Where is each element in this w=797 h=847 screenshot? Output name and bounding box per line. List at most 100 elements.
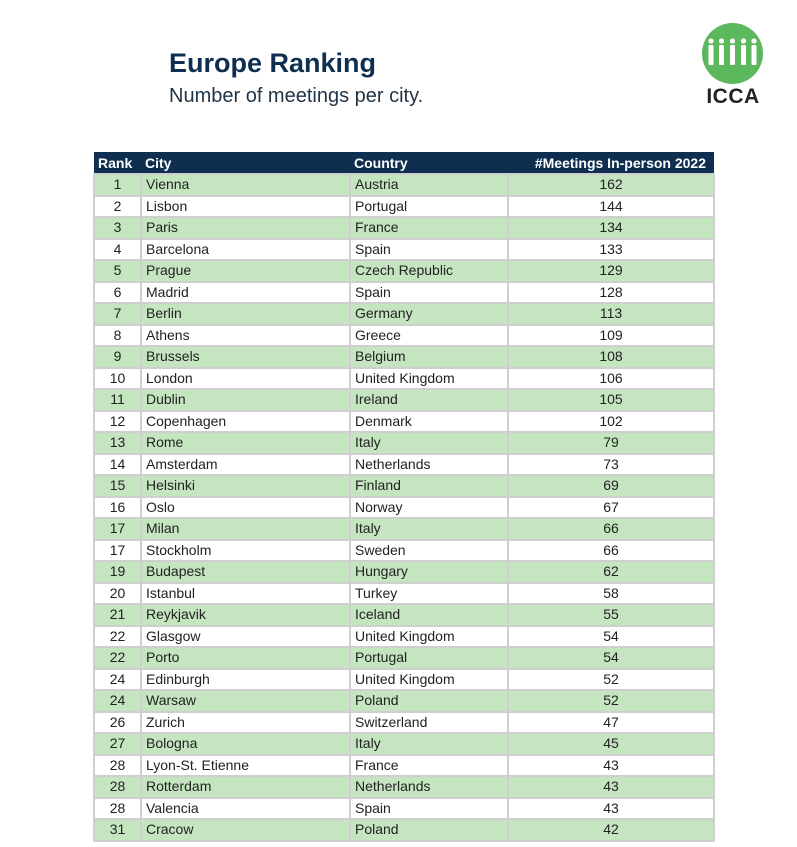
city-cell: Berlin — [140, 302, 351, 326]
table-row: 19 Budapest Hungary 62 — [93, 560, 715, 584]
city-cell: Vienna — [140, 173, 351, 197]
rank-cell: 28 — [93, 753, 142, 777]
ranking-table: Rank City Country #Meetings In-person 20… — [93, 152, 715, 842]
table-row: 3 Paris France 134 — [93, 216, 715, 240]
meetings-cell: 43 — [507, 753, 715, 777]
meetings-cell: 52 — [507, 689, 715, 713]
rank-cell: 24 — [93, 689, 142, 713]
rank-cell: 22 — [93, 624, 142, 648]
country-cell: Italy — [349, 517, 509, 541]
country-cell: Germany — [349, 302, 509, 326]
country-cell: Belgium — [349, 345, 509, 369]
table-row: 17 Milan Italy 66 — [93, 517, 715, 541]
table-row: 28 Rotterdam Netherlands 43 — [93, 775, 715, 799]
table-row: 16 Oslo Norway 67 — [93, 495, 715, 519]
table-row: 22 Glasgow United Kingdom 54 — [93, 624, 715, 648]
header-rank: Rank — [94, 152, 141, 174]
city-cell: Bologna — [140, 732, 351, 756]
rank-cell: 20 — [93, 581, 142, 605]
page-subtitle: Number of meetings per city. — [169, 85, 424, 107]
meetings-cell: 162 — [507, 173, 715, 197]
country-cell: Netherlands — [349, 452, 509, 476]
header-city: City — [141, 152, 350, 174]
rank-cell: 27 — [93, 732, 142, 756]
city-cell: Rotterdam — [140, 775, 351, 799]
meetings-cell: 62 — [507, 560, 715, 584]
country-cell: France — [349, 753, 509, 777]
meetings-cell: 54 — [507, 646, 715, 670]
rank-cell: 22 — [93, 646, 142, 670]
rank-cell: 2 — [93, 194, 142, 218]
meetings-cell: 106 — [507, 366, 715, 390]
table-row: 10 London United Kingdom 106 — [93, 366, 715, 390]
country-cell: Ireland — [349, 388, 509, 412]
country-cell: Austria — [349, 173, 509, 197]
meetings-cell: 45 — [507, 732, 715, 756]
country-cell: Denmark — [349, 409, 509, 433]
table-row: 27 Bologna Italy 45 — [93, 732, 715, 756]
country-cell: Spain — [349, 237, 509, 261]
city-cell: Helsinki — [140, 474, 351, 498]
country-cell: Poland — [349, 818, 509, 842]
rank-cell: 11 — [93, 388, 142, 412]
country-cell: Iceland — [349, 603, 509, 627]
table-row: 1 Vienna Austria 162 — [93, 173, 715, 197]
rank-cell: 15 — [93, 474, 142, 498]
table-row: 28 Lyon-St. Etienne France 43 — [93, 753, 715, 777]
table-row: 4 Barcelona Spain 133 — [93, 237, 715, 261]
table-row: 9 Brussels Belgium 108 — [93, 345, 715, 369]
meetings-cell: 144 — [507, 194, 715, 218]
rank-cell: 1 — [93, 173, 142, 197]
city-cell: Porto — [140, 646, 351, 670]
rank-cell: 8 — [93, 323, 142, 347]
country-cell: Portugal — [349, 646, 509, 670]
country-cell: Italy — [349, 431, 509, 455]
country-cell: Finland — [349, 474, 509, 498]
table-row: 28 Valencia Spain 43 — [93, 796, 715, 820]
country-cell: Turkey — [349, 581, 509, 605]
city-cell: Lisbon — [140, 194, 351, 218]
table-row: 6 Madrid Spain 128 — [93, 280, 715, 304]
table-row: 24 Edinburgh United Kingdom 52 — [93, 667, 715, 691]
meetings-cell: 113 — [507, 302, 715, 326]
rank-cell: 14 — [93, 452, 142, 476]
table-row: 15 Helsinki Finland 69 — [93, 474, 715, 498]
country-cell: Portugal — [349, 194, 509, 218]
rank-cell: 6 — [93, 280, 142, 304]
meetings-cell: 102 — [507, 409, 715, 433]
country-cell: Hungary — [349, 560, 509, 584]
table-row: 7 Berlin Germany 113 — [93, 302, 715, 326]
rank-cell: 3 — [93, 216, 142, 240]
country-cell: United Kingdom — [349, 624, 509, 648]
country-cell: United Kingdom — [349, 366, 509, 390]
meetings-cell: 66 — [507, 517, 715, 541]
table-row: 2 Lisbon Portugal 144 — [93, 194, 715, 218]
city-cell: Dublin — [140, 388, 351, 412]
city-cell: Milan — [140, 517, 351, 541]
country-cell: Switzerland — [349, 710, 509, 734]
city-cell: Reykjavik — [140, 603, 351, 627]
table-row: 12 Copenhagen Denmark 102 — [93, 409, 715, 433]
rank-cell: 17 — [93, 517, 142, 541]
country-cell: Sweden — [349, 538, 509, 562]
rank-cell: 19 — [93, 560, 142, 584]
meetings-cell: 55 — [507, 603, 715, 627]
country-cell: Czech Republic — [349, 259, 509, 283]
country-cell: United Kingdom — [349, 667, 509, 691]
country-cell: Spain — [349, 280, 509, 304]
rank-cell: 9 — [93, 345, 142, 369]
rank-cell: 13 — [93, 431, 142, 455]
table-row: 8 Athens Greece 109 — [93, 323, 715, 347]
city-cell: Glasgow — [140, 624, 351, 648]
table-header-row: Rank City Country #Meetings In-person 20… — [94, 152, 714, 174]
city-cell: Rome — [140, 431, 351, 455]
city-cell: Istanbul — [140, 581, 351, 605]
country-cell: Netherlands — [349, 775, 509, 799]
city-cell: London — [140, 366, 351, 390]
meetings-cell: 43 — [507, 775, 715, 799]
rank-cell: 26 — [93, 710, 142, 734]
table-row: 13 Rome Italy 79 — [93, 431, 715, 455]
table-row: 17 Stockholm Sweden 66 — [93, 538, 715, 562]
city-cell: Zurich — [140, 710, 351, 734]
rank-cell: 21 — [93, 603, 142, 627]
